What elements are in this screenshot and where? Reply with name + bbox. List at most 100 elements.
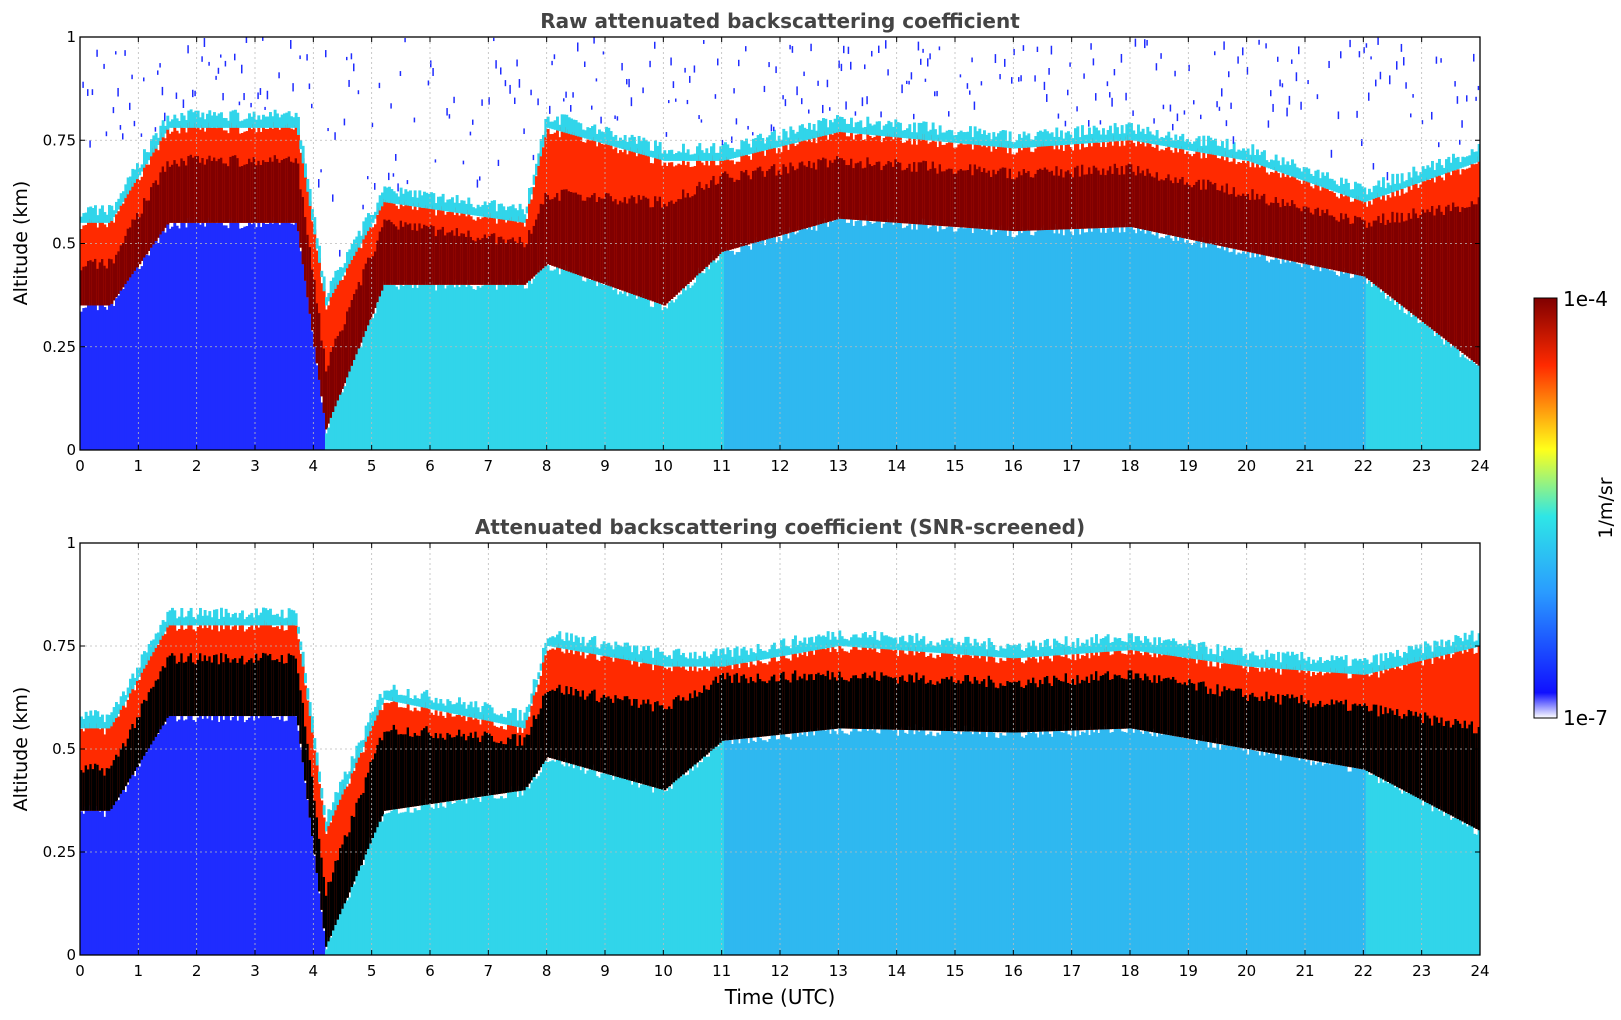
cloud-fringe [602, 132, 606, 144]
cloud-fringe [1342, 183, 1346, 195]
aerosol-column [147, 744, 151, 955]
cloud-fringe [343, 263, 347, 273]
cloud-fringe [1316, 660, 1320, 672]
aerosol-column [1242, 750, 1245, 955]
noise-speck [105, 131, 108, 137]
cloud-fringe [1202, 135, 1206, 154]
cloud-fringe [276, 113, 279, 128]
aerosol-column [1216, 247, 1220, 450]
cloud-core [679, 700, 683, 777]
cloud-core [670, 708, 674, 785]
cloud-core [483, 731, 487, 797]
aerosol-column [791, 230, 795, 450]
cloud-fringe [308, 702, 312, 717]
aerosol-column [1050, 228, 1054, 450]
cloud-core [1106, 671, 1110, 730]
cloud-fringe [1232, 650, 1236, 665]
cloud-core [220, 653, 223, 717]
aerosol-column [1071, 235, 1075, 450]
cloud-fringe [630, 652, 634, 661]
cloud-core [82, 772, 86, 811]
noise-speck [220, 54, 222, 58]
cloud-core [467, 230, 471, 285]
cloud-fringe [381, 192, 384, 207]
cloud-core [633, 698, 636, 782]
aerosol-column [1022, 226, 1026, 450]
cloud-core [166, 657, 170, 718]
noise-speck [1076, 106, 1078, 112]
cloud-fringe [1216, 644, 1220, 663]
cloud-core [1326, 209, 1329, 269]
aerosol-column [843, 733, 846, 955]
cloud-fringe [1155, 130, 1159, 145]
cloud-fringe [1363, 187, 1367, 203]
cloud-fringe [759, 649, 762, 661]
cloud-fringe [915, 132, 919, 140]
aerosol-column [173, 222, 177, 450]
noise-speck [1368, 92, 1370, 101]
cloud-core [1253, 696, 1257, 751]
aerosol-column [180, 220, 184, 450]
cloud-core [542, 204, 545, 269]
cloud-fringe [957, 132, 961, 144]
cloud-fringe [1246, 148, 1250, 161]
cloud-fringe [213, 112, 216, 128]
noise-speck [157, 70, 159, 75]
cloud-fringe [934, 129, 937, 142]
cloud-core [609, 196, 613, 287]
cloud-fringe [752, 652, 755, 662]
aerosol-column [89, 301, 93, 450]
aerosol-column [523, 786, 527, 955]
cloud-fringe [644, 650, 648, 664]
cloud-core [889, 162, 893, 223]
aerosol-column [427, 804, 431, 955]
noise-speck [493, 37, 495, 42]
cloud-fringe [483, 201, 487, 217]
cloud-core [1078, 683, 1082, 731]
cloud-core [502, 744, 506, 794]
cloud-core [119, 245, 123, 291]
aerosol-column [1477, 360, 1480, 450]
cloud-core [693, 690, 697, 765]
aerosol-column [1076, 223, 1080, 450]
cloud-fringe [850, 637, 853, 647]
cloud-fringe [453, 704, 457, 714]
cloud-core [577, 690, 580, 766]
cloud-core [122, 743, 125, 790]
cloud-core [637, 707, 641, 783]
chart-title: Attenuated backscattering coefficient (S… [475, 515, 1085, 539]
cloud-fringe [1029, 139, 1033, 148]
cloud-core [1102, 168, 1105, 228]
cloud-core [236, 158, 240, 223]
cloud-fringe [682, 143, 685, 161]
aerosol-column [892, 730, 895, 955]
cloud-fringe [175, 618, 179, 626]
aerosol-column [612, 290, 615, 450]
cloud-fringe [507, 206, 510, 221]
cloud-core [1209, 688, 1213, 743]
aerosol-column [1405, 314, 1409, 450]
cloud-fringe [1298, 660, 1301, 671]
cloud-fringe [560, 639, 564, 649]
cloud-fringe [278, 616, 282, 626]
aerosol-column [950, 226, 954, 450]
noise-speck [1435, 56, 1438, 64]
aerosol-column [266, 223, 270, 450]
aerosol-column [910, 229, 914, 450]
cloud-fringe [966, 636, 970, 656]
cloud-fringe [334, 792, 338, 811]
aerosol-column [682, 283, 685, 450]
aerosol-column [924, 218, 928, 450]
aerosol-column [257, 718, 261, 955]
cloud-core [829, 679, 832, 730]
cloud-core [1270, 202, 1273, 257]
cloud-fringe [838, 116, 842, 132]
cloud-core [560, 692, 564, 762]
cloud-core [567, 694, 571, 764]
aerosol-column [1190, 245, 1194, 450]
aerosol-column [418, 810, 422, 955]
cloud-core [845, 165, 849, 220]
aerosol-column [152, 239, 156, 450]
aerosol-column [1456, 349, 1460, 450]
cloud-fringe [341, 779, 345, 795]
